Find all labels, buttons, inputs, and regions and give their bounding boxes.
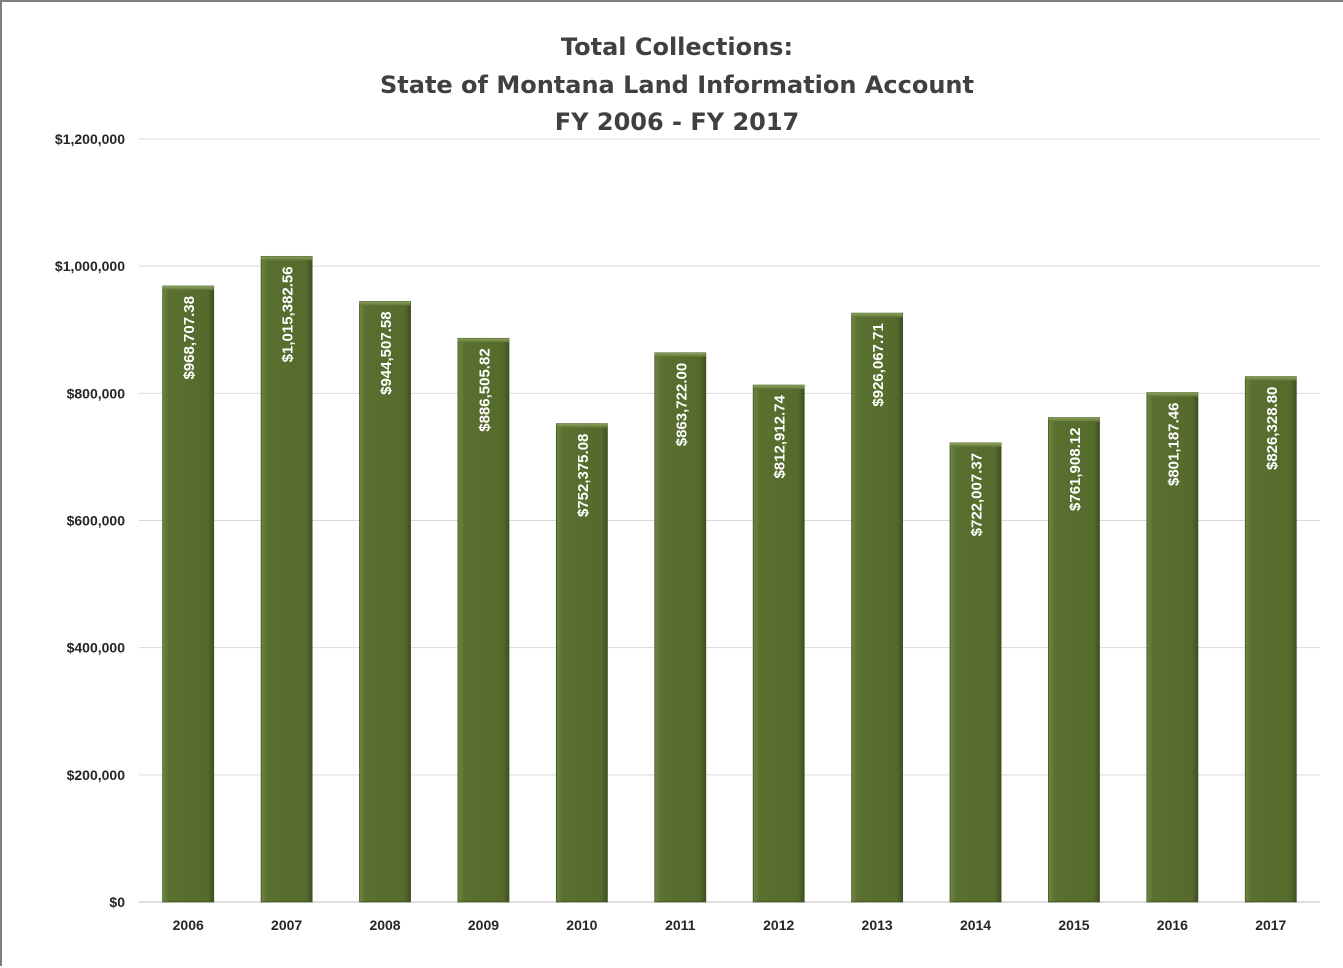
bar-body: [555, 423, 608, 903]
x-tick-label: 2014: [960, 917, 991, 933]
bar-body: [359, 301, 411, 903]
data-label: $968,707.38: [181, 296, 198, 379]
bar-body: [260, 255, 313, 903]
x-tick-label: 2017: [1255, 917, 1286, 933]
bar-body: [162, 285, 215, 903]
data-label: $812,912.74: [772, 394, 789, 478]
data-label: $886,505.82: [476, 348, 493, 431]
x-tick-label: 2010: [566, 917, 597, 933]
bar-cap: [1146, 392, 1198, 397]
bar: [162, 285, 215, 903]
bar-cap: [753, 385, 805, 390]
data-label: $752,375.08: [575, 434, 592, 517]
bar-body: [1244, 376, 1297, 903]
x-tick-label: 2016: [1157, 917, 1188, 933]
bar: [851, 312, 904, 903]
data-labels: $968,707.38 $1,015,382.56 $944,507.58 $886,…: [181, 266, 1281, 536]
bar: [555, 423, 608, 903]
bar-body: [1048, 417, 1100, 903]
data-label: $1,015,382.56: [280, 266, 297, 362]
x-tick-label: 2006: [173, 917, 204, 933]
bar-body: [949, 442, 1002, 903]
bar: [752, 384, 805, 903]
title-line-1: Total Collections:: [561, 33, 793, 61]
y-tick-label: $1,200,000: [55, 131, 125, 147]
chart-title: Total Collections: State of Montana Land…: [380, 33, 974, 136]
x-tick-label: 2011: [665, 917, 696, 933]
bar: [457, 337, 510, 903]
data-label: $863,722.00: [673, 363, 690, 446]
data-label: $826,328.80: [1264, 387, 1281, 470]
title-line-2: State of Montana Land Information Accoun…: [380, 71, 974, 99]
bar-cap: [1048, 417, 1100, 422]
x-tick-label: 2013: [862, 917, 893, 933]
bar: [654, 352, 707, 903]
bar: [260, 255, 313, 903]
y-tick-label: $0: [109, 894, 125, 910]
x-tick-label: 2015: [1058, 917, 1089, 933]
y-tick-label: $400,000: [67, 640, 126, 656]
bar-cap: [556, 423, 608, 428]
y-tick-label: $200,000: [67, 767, 126, 783]
bar-cap: [359, 301, 411, 306]
x-tick-label: 2007: [271, 917, 302, 933]
y-tick-label: $600,000: [67, 513, 126, 529]
y-axis-ticks: $0 $200,000 $400,000 $600,000 $800,000 $1,000…: [55, 131, 125, 910]
bar: [1146, 392, 1199, 903]
x-tick-label: 2012: [763, 917, 794, 933]
x-tick-label: 2008: [369, 917, 400, 933]
title-line-3: FY 2006 - FY 2017: [555, 108, 800, 136]
bar-cap: [950, 442, 1002, 447]
bar: [359, 301, 411, 903]
y-tick-label: $1,000,000: [55, 258, 125, 274]
data-label: $801,187.46: [1165, 403, 1182, 486]
gridlines: [139, 138, 1320, 903]
bar-body: [1146, 392, 1199, 903]
bar: [1244, 376, 1297, 903]
x-tick-label: 2009: [468, 917, 499, 933]
y-tick-label: $800,000: [67, 385, 126, 401]
bar-cap: [162, 286, 214, 291]
bar: [949, 442, 1002, 903]
bars: [162, 255, 1297, 903]
bar-body: [457, 337, 510, 903]
x-axis-ticks: 2006 2007 2008 2009 2010 2011 2012 2013 2014 2015…: [173, 917, 1287, 933]
bar-cap: [457, 338, 509, 343]
bar: [1048, 417, 1100, 903]
bar-cap: [654, 352, 706, 357]
bar-cap: [851, 313, 903, 318]
data-label: $926,067.71: [870, 323, 887, 406]
bar-body: [851, 312, 904, 903]
bar-body: [654, 352, 707, 903]
bar-cap: [261, 256, 313, 261]
data-label: $722,007.37: [969, 453, 986, 536]
data-label: $944,507.58: [378, 311, 395, 394]
data-label: $761,908.12: [1067, 428, 1084, 511]
bar-cap: [1245, 376, 1297, 381]
